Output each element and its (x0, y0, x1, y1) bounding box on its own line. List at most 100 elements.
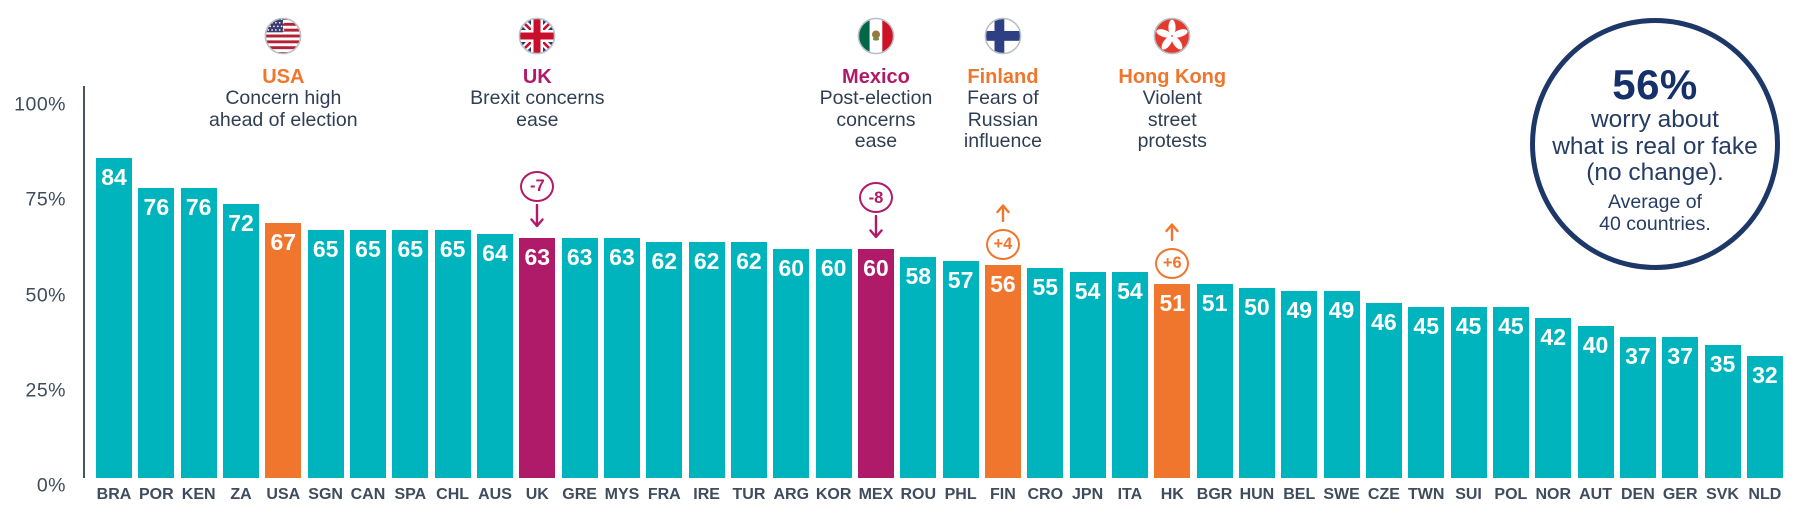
change-badge: -7 (520, 170, 555, 202)
bar-value-label: 65 (397, 236, 424, 263)
annotation-caption-line: Russian (967, 108, 1039, 131)
bar-IRE (688, 241, 725, 478)
annotation-country-name: Hong Kong (1118, 66, 1227, 88)
bar-SGN (307, 230, 344, 478)
change-indicator-uk: -7 (520, 170, 555, 233)
annotation-caption-line: concerns (836, 108, 916, 131)
bar-value-label: 63 (524, 243, 551, 270)
bar-AUT (1577, 325, 1614, 478)
bar-value-label: 51 (1201, 289, 1228, 316)
bar-value-label: 62 (651, 247, 678, 274)
annotation-caption-line: Post-election (819, 87, 933, 109)
bar-value-label: 49 (1286, 297, 1313, 324)
bar-value-label: 62 (693, 247, 720, 274)
country-label: CZE (1367, 486, 1400, 503)
country-label: NLD (1748, 486, 1782, 503)
annotation-caption-line: ease (516, 108, 559, 131)
y-axis-line (83, 86, 85, 478)
bar-ARG (773, 249, 810, 478)
country-label: CHL (436, 486, 470, 503)
arrow-up-icon (1165, 222, 1179, 246)
annotation-uk: UK Brexit concerns ease (442, 17, 632, 131)
bar-FIN (984, 264, 1021, 478)
country-label: JPN (1072, 486, 1104, 503)
bar-value-label: 51 (1159, 289, 1186, 316)
summary-body: worry about what is real or fake (no chang… (1535, 106, 1775, 187)
country-label: FIN (990, 486, 1016, 503)
bar-JPN (1069, 272, 1106, 478)
annotation-caption-line: street (1147, 108, 1197, 131)
country-label: TUR (732, 486, 766, 503)
bar-value-label: 72 (228, 209, 254, 236)
country-label: CRO (1027, 486, 1064, 503)
country-label: PHL (944, 486, 977, 503)
bar-value-label: 65 (355, 236, 381, 263)
bar-GER (1662, 337, 1699, 478)
bar-value-label: 76 (185, 194, 212, 221)
annotation-caption-line: protests (1137, 130, 1207, 152)
country-label: SWE (1323, 486, 1360, 503)
bar-NOR (1535, 317, 1572, 478)
country-label: HK (1160, 486, 1184, 503)
country-label: GER (1662, 486, 1698, 503)
bar-POR (138, 188, 175, 478)
bar-value-label: 45 (1498, 312, 1524, 339)
bar-PHL (942, 260, 979, 478)
uk-flag-icon (442, 17, 632, 55)
summary-footnote: Average of 40 countries. (1535, 191, 1775, 235)
bar-value-label: 55 (1032, 274, 1059, 301)
bar-value-label: 56 (990, 270, 1016, 297)
annotation-caption-line: Fears of (967, 87, 1039, 109)
country-label: UK (525, 486, 549, 503)
country-label: SUI (1455, 486, 1482, 503)
bar-value-label: 50 (1244, 293, 1270, 320)
bar-value-label: 45 (1455, 312, 1482, 339)
summary-circle: 56% worry about what is real or fake (no c… (1530, 18, 1780, 270)
bar-SUI (1450, 306, 1487, 478)
change-badge: +6 (1155, 247, 1190, 279)
country-label: TWN (1408, 486, 1445, 503)
annotation-mex: Mexico Post-election concerns ease (781, 17, 971, 153)
annotation-fin: Finland Fears of Russian influence (908, 17, 1098, 153)
bar-ITA (1111, 272, 1148, 478)
bar-value-label: 54 (1074, 278, 1101, 305)
bar-value-label: 49 (1328, 297, 1355, 324)
annotation-caption-line: ease (854, 130, 898, 152)
arrow-down-icon (530, 203, 544, 233)
bar-value-label: 60 (863, 255, 889, 282)
country-label: USA (266, 486, 301, 503)
annotation-caption-line: influence (963, 130, 1042, 152)
summary-footnote-line: 40 countries. (1599, 212, 1711, 235)
bar-CRO (1027, 268, 1064, 478)
bar-FRA (646, 241, 683, 478)
country-label: CAN (350, 486, 386, 503)
bar-value-label: 65 (439, 236, 466, 263)
bar-value-label: 84 (101, 163, 127, 190)
country-label: POR (138, 486, 174, 503)
country-label: BRA (96, 486, 132, 503)
bar-MYS (603, 237, 640, 478)
bar-GRE (561, 237, 598, 478)
bar-value-label: 32 (1752, 362, 1778, 389)
country-label: BEL (1283, 486, 1316, 503)
bar-value-label: 46 (1371, 308, 1397, 335)
change-badge: -8 (858, 182, 893, 214)
bar-value-label: 64 (482, 240, 508, 267)
bar-value-label: 60 (778, 255, 805, 282)
hongkong-flag-icon (1077, 17, 1267, 55)
country-label: ROU (900, 486, 937, 503)
bar-value-label: 35 (1709, 350, 1736, 377)
y-tick-label: 100% (14, 93, 66, 116)
summary-headline: 56% (1612, 61, 1698, 108)
y-tick-label: 25% (25, 379, 66, 402)
bar-value-label: 62 (736, 247, 762, 274)
bar-CZE (1365, 302, 1402, 478)
summary-body-line: (no change). (1586, 159, 1724, 186)
mexico-flag-icon (781, 17, 971, 55)
country-label: FRA (647, 486, 681, 503)
annotation-caption-line: Brexit concerns (470, 87, 605, 109)
country-label: KOR (815, 486, 852, 503)
country-label: KEN (181, 486, 216, 503)
country-label: ITA (1117, 486, 1143, 503)
